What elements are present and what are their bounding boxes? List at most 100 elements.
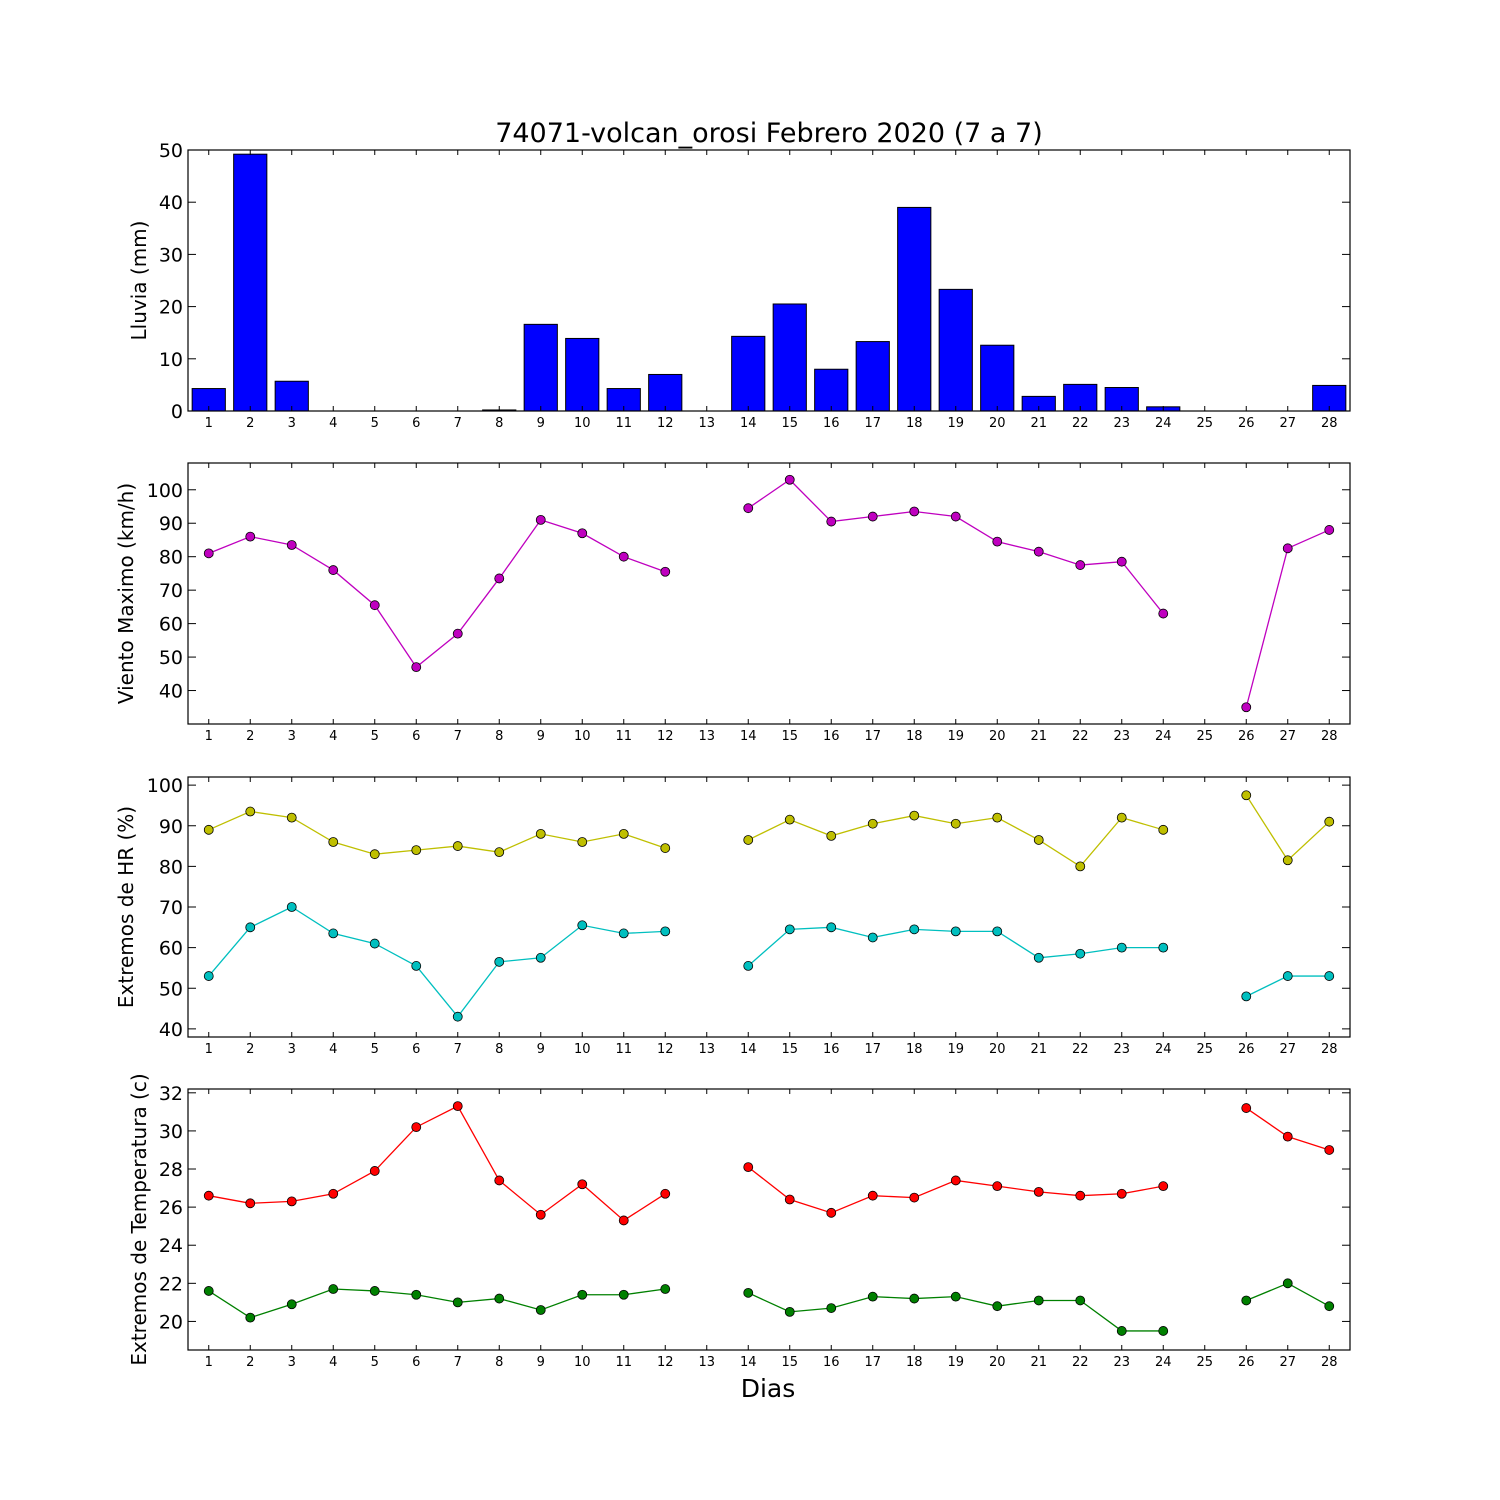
series-1-point-day-22 (1075, 560, 1086, 570)
x-axis-label: Dias (741, 1374, 796, 1403)
series-1-point-day-10 (577, 837, 588, 847)
x-tick-label: 18 (906, 729, 923, 744)
x-tick-label: 17 (864, 729, 881, 744)
panel-4: 1 2 3 4 5 6 7 8 9 10 11 12 13 14 15 16 17 18 19 20 21 22 23 24 2… (127, 1073, 1351, 1370)
x-tick-label: 6 (412, 729, 420, 744)
series-1-point-day-4 (328, 1188, 339, 1199)
series-2-point-day-19 (950, 1291, 961, 1302)
x-tick-label: 15 (781, 729, 798, 744)
x-tick-label: 23 (1113, 1355, 1130, 1370)
series-1-point-day-7 (452, 1101, 463, 1112)
y-tick-label: 80 (159, 547, 183, 569)
x-tick-label: 13 (698, 1042, 715, 1057)
series-1-point-day-14 (743, 1162, 754, 1173)
y-tick-label: 30 (159, 1121, 183, 1143)
x-tick-label: 11 (615, 1042, 632, 1057)
series-2-point-day-5 (369, 1286, 380, 1296)
series-1-point-day-23 (1116, 1188, 1127, 1199)
x-tick-label: 12 (657, 1042, 674, 1057)
x-tick-label: 6 (412, 1042, 420, 1057)
x-tick-label: 14 (740, 1355, 757, 1370)
series-1-point-day-21 (1033, 546, 1044, 557)
series-1-point-day-2 (245, 806, 256, 817)
x-tick-label: 2 (246, 1042, 254, 1057)
y-tick-label: 26 (159, 1197, 183, 1219)
y-tick-label: 70 (159, 897, 183, 919)
x-tick-label: 20 (989, 1042, 1006, 1057)
x-tick-label: 10 (574, 1042, 591, 1057)
series-1-point-day-23 (1116, 812, 1127, 823)
series-1-point-day-22 (1075, 861, 1086, 872)
y-tick-label: 40 (159, 1019, 183, 1041)
x-tick-label: 24 (1155, 1355, 1172, 1370)
series-1-point-day-19 (950, 511, 961, 522)
series-2-point-day-10 (577, 1289, 588, 1300)
x-tick-label: 17 (864, 416, 881, 431)
series-2-point-day-5 (369, 938, 380, 949)
x-tick-label: 9 (537, 729, 545, 744)
series-2-point-day-3 (286, 902, 297, 912)
series-2-point-day-27 (1282, 1278, 1293, 1289)
series-2-point-day-28 (1324, 1301, 1335, 1312)
x-tick-label: 26 (1238, 1355, 1255, 1370)
x-tick-label: 25 (1196, 1042, 1213, 1057)
y-tick-label: 24 (159, 1235, 183, 1257)
x-tick-label: 22 (1072, 416, 1089, 431)
series-1-point-day-12 (660, 843, 671, 853)
x-tick-label: 15 (781, 1042, 798, 1057)
x-tick-label: 7 (454, 1355, 462, 1370)
series-2-point-day-2 (245, 1312, 256, 1323)
x-tick-label: 17 (864, 1355, 881, 1370)
x-tick-label: 28 (1321, 1042, 1338, 1057)
y-tick-label: 0 (171, 401, 183, 423)
x-tick-label: 18 (906, 1355, 923, 1370)
x-tick-label: 24 (1155, 1042, 1172, 1057)
series-2-point-day-27 (1282, 971, 1293, 981)
x-tick-label: 8 (495, 1042, 503, 1057)
x-tick-label: 10 (574, 416, 591, 431)
y-tick-label: 32 (159, 1083, 183, 1105)
series-1-point-day-19 (950, 818, 961, 829)
series-2-point-day-9 (535, 1305, 546, 1315)
series-2-point-day-17 (867, 1291, 878, 1302)
y-tick-label: 10 (159, 349, 183, 371)
x-tick-label: 1 (205, 1355, 213, 1370)
x-tick-label: 10 (574, 729, 591, 744)
y-tick-label: 100 (147, 480, 183, 502)
series-1-point-day-14 (743, 503, 754, 514)
series-1-point-day-15 (784, 474, 795, 485)
series-1-line (208, 810, 666, 855)
bar-day-15 (772, 303, 807, 412)
x-tick-label: 25 (1196, 1355, 1213, 1370)
series-1-point-day-5 (369, 1166, 380, 1176)
series-1-point-day-14 (743, 835, 754, 845)
panels: 1 2 3 4 5 6 7 8 9 10 11 12 13 14 15 16 17 18 19 20 21 22 23 24 2… (114, 140, 1351, 1370)
x-tick-label: 16 (823, 416, 840, 431)
x-tick-label: 26 (1238, 729, 1255, 744)
series-1-point-day-19 (950, 1175, 961, 1186)
series-2-point-day-4 (328, 928, 339, 939)
y-tick-label: 20 (159, 297, 183, 319)
y-tick-label: 20 (159, 1311, 183, 1333)
x-tick-label: 12 (657, 416, 674, 431)
x-tick-label: 19 (947, 729, 964, 744)
series-1-point-day-15 (784, 1194, 795, 1205)
series-2-point-day-21 (1033, 952, 1044, 963)
series-1-point-day-20 (992, 812, 1003, 823)
bar-day-19 (938, 288, 973, 412)
series-2-point-day-7 (452, 1297, 463, 1308)
series-1-point-day-3 (286, 812, 297, 823)
x-tick-label: 20 (989, 416, 1006, 431)
x-tick-label: 18 (906, 1042, 923, 1057)
x-tick-label: 2 (246, 416, 254, 431)
y-axis-label: Viento Maximo (km/h) (114, 483, 138, 704)
x-tick-label: 14 (740, 416, 757, 431)
x-tick-label: 3 (288, 1355, 296, 1370)
y-tick-label: 22 (159, 1273, 183, 1295)
series-1-point-day-2 (245, 531, 256, 542)
series-1-point-day-27 (1282, 1131, 1293, 1142)
series-1-point-day-7 (452, 841, 463, 851)
series-1-point-day-26 (1241, 702, 1252, 713)
series-1-point-day-7 (452, 628, 463, 639)
